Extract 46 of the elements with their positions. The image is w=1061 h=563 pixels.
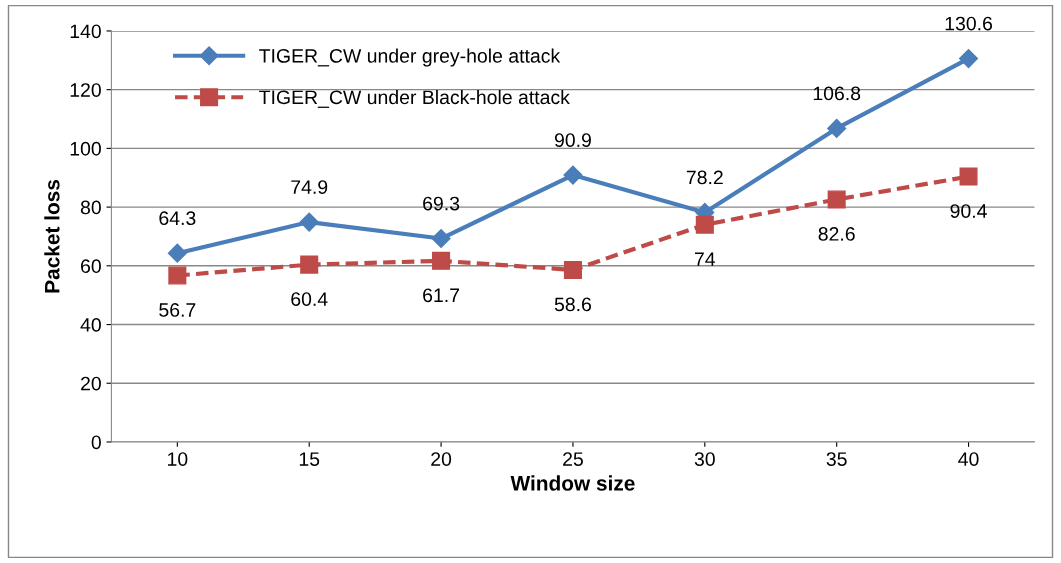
data-label: 61.7: [423, 288, 460, 303]
data-label: 90.4: [950, 204, 987, 218]
data-label: 60.4: [291, 292, 328, 306]
x-tick-label: 10: [168, 452, 188, 466]
data-label: 82.6: [818, 227, 855, 241]
x-tick-label: 25: [563, 452, 583, 466]
point: [300, 255, 319, 274]
data-label: 106.8: [813, 86, 861, 101]
y-tick-label: 60: [81, 259, 101, 274]
x-tick-label: 40: [958, 452, 979, 466]
point: [959, 49, 979, 69]
legend-label: TIGER_CW under Black-hole attack: [259, 89, 570, 108]
y-tick-label: 0: [91, 435, 101, 450]
x-tick-label: 30: [694, 452, 715, 466]
point: [432, 251, 451, 270]
y-tick-label: 120: [70, 83, 101, 97]
point: [168, 266, 187, 285]
point: [827, 190, 846, 209]
y-axis-title: Packet loss: [44, 179, 60, 293]
x-axis-title: Window size: [510, 475, 635, 491]
y-tick-label: 80: [80, 200, 101, 215]
data-label: 58.6: [554, 297, 592, 312]
point: [827, 118, 847, 138]
y-tick-label: 40: [80, 318, 101, 332]
point: [167, 243, 187, 263]
data-label: 56.7: [159, 303, 196, 317]
data-label: 69.3: [423, 196, 460, 211]
data-label: 90.9: [554, 133, 591, 147]
x-tick-label: 35: [826, 452, 847, 466]
x-tick-label: 20: [431, 452, 452, 466]
point: [299, 212, 319, 232]
data-label: 78.2: [686, 170, 723, 185]
legend-label: TIGER_CW under grey-hole attack: [259, 48, 561, 67]
y-tick-label: 100: [70, 141, 101, 156]
y-tick-label: 20: [81, 376, 101, 391]
y-tick-label: 140: [70, 24, 101, 39]
point: [563, 165, 583, 185]
data-label: 74.9: [291, 180, 328, 194]
data-label: 64.3: [159, 211, 196, 226]
data-label: 74: [694, 252, 716, 266]
point: [695, 215, 714, 234]
point: [431, 228, 451, 249]
point: [959, 167, 978, 186]
x-tick-label: 15: [299, 452, 320, 466]
data-label: 130.6: [945, 16, 993, 31]
point: [563, 260, 582, 279]
